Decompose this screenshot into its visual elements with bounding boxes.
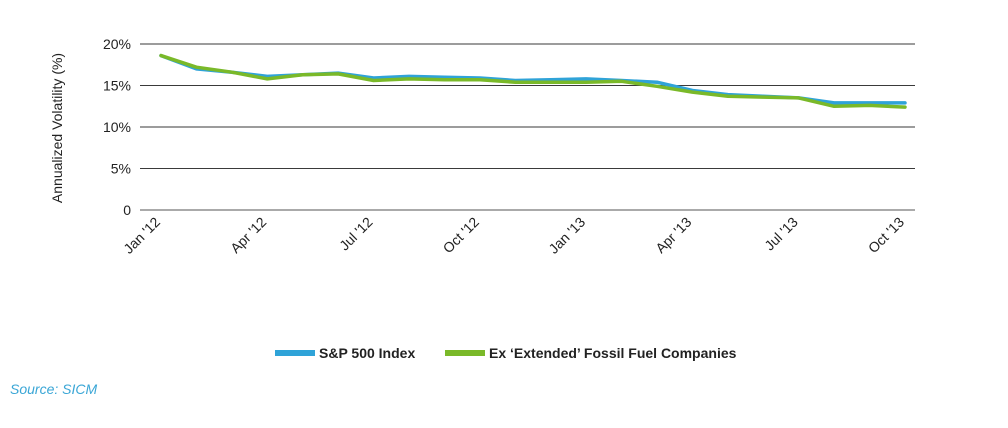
- y-tick-label: 5%: [111, 161, 131, 177]
- legend-label: Ex ‘Extended’ Fossil Fuel Companies: [489, 345, 737, 361]
- source-note: Source: SICM: [10, 381, 98, 397]
- y-tick-label: 20%: [103, 36, 131, 52]
- x-tick-label: Jul '13: [761, 214, 801, 254]
- y-axis-title: Annualized Volatility (%): [49, 53, 65, 203]
- x-tick-label: Oct '12: [440, 214, 483, 257]
- x-tick-label: Apr '13: [652, 214, 695, 257]
- x-tick-label: Oct '13: [865, 214, 908, 257]
- x-tick-label: Jan '12: [120, 214, 163, 257]
- y-tick-label: 10%: [103, 119, 131, 135]
- y-tick-label: 0: [123, 202, 131, 218]
- x-tick-label: Jul '12: [336, 214, 376, 254]
- x-tick-label: Jan '13: [545, 214, 588, 257]
- y-tick-label: 15%: [103, 78, 131, 94]
- x-tick-label: Apr '12: [227, 214, 270, 257]
- legend-label: S&P 500 Index: [319, 345, 415, 361]
- series-line-ex-fossil: [159, 53, 907, 109]
